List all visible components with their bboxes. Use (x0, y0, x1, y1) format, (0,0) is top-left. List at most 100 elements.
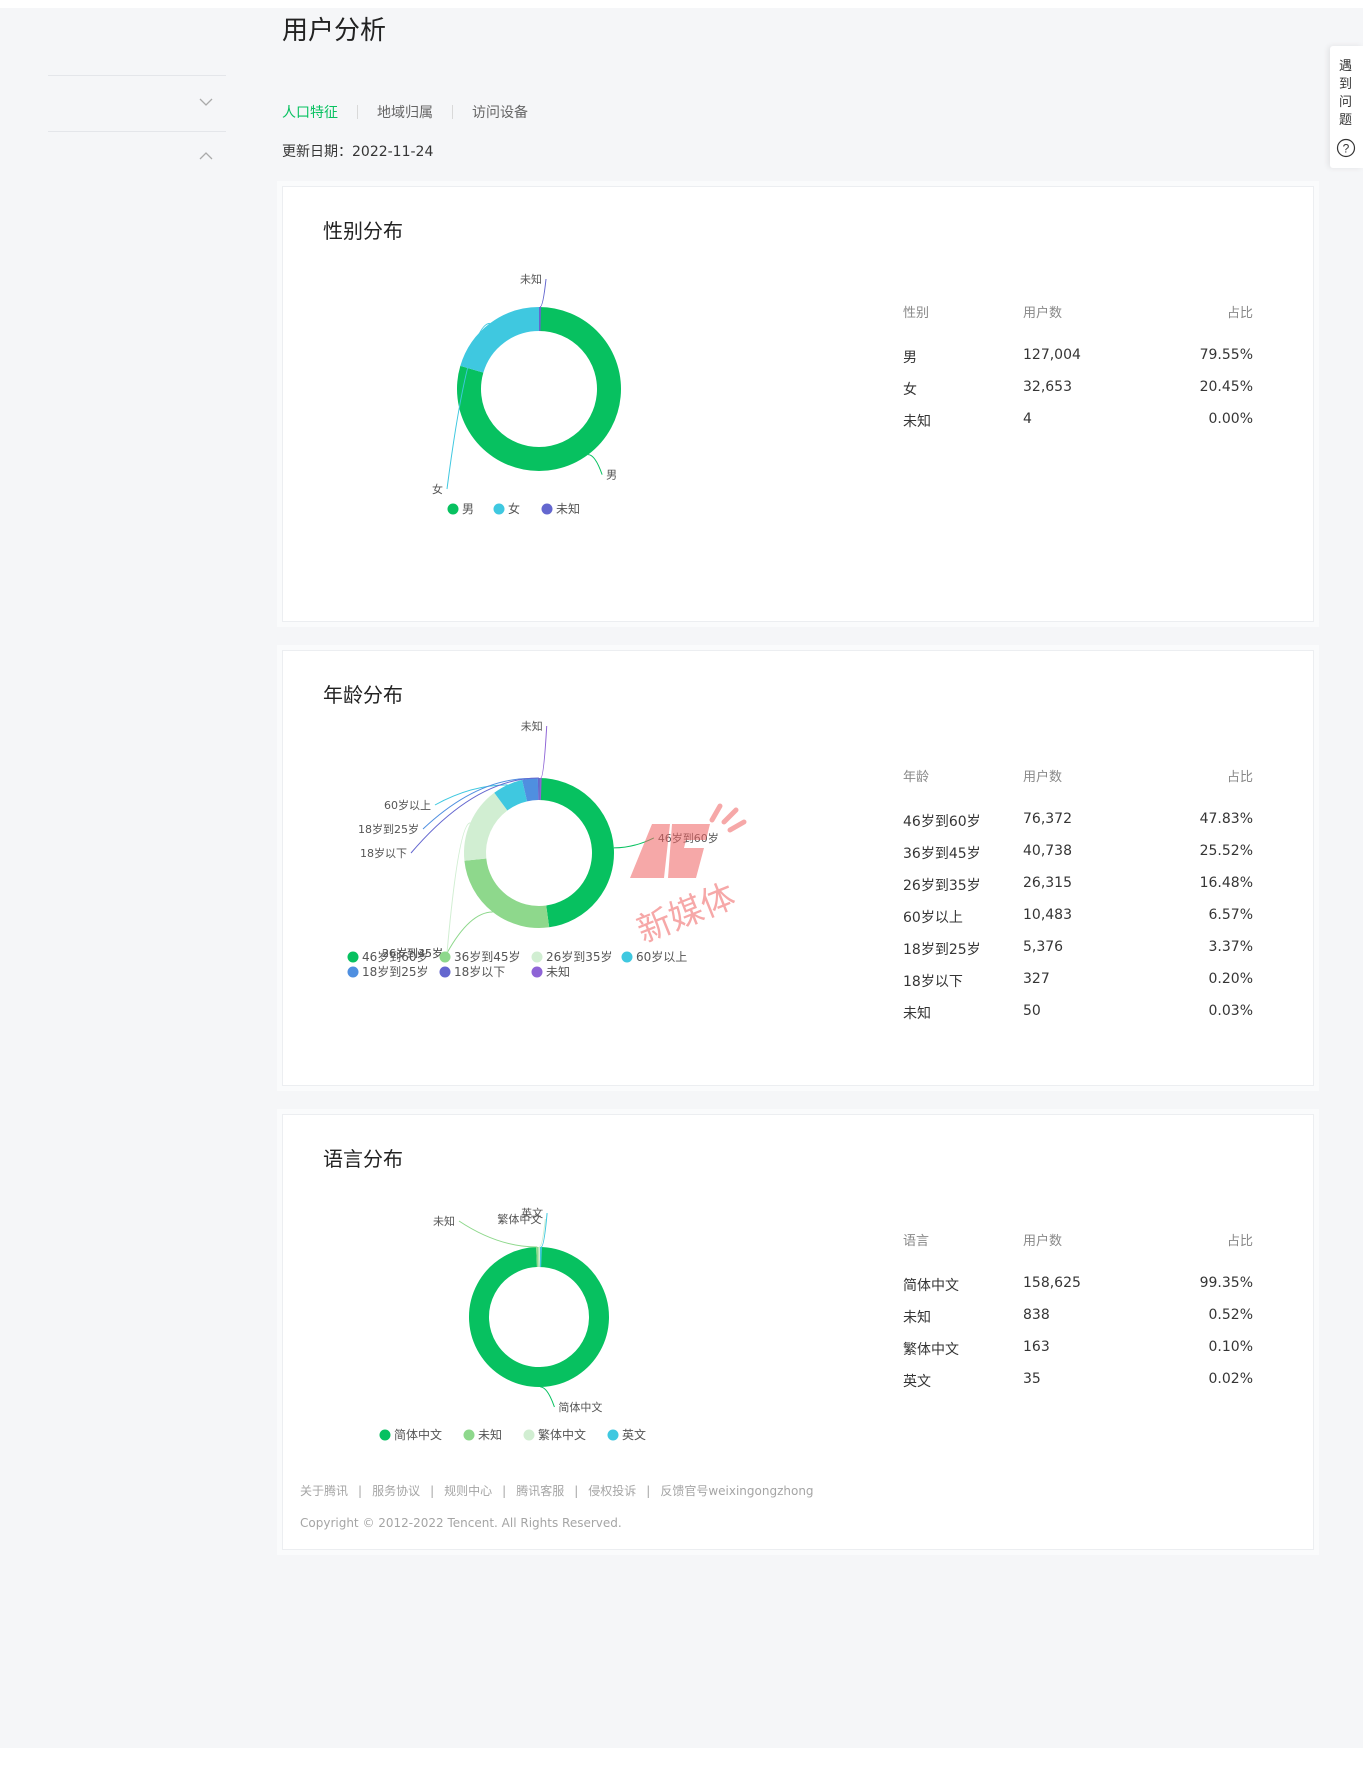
table-row: 未知 838 0.52% (903, 1307, 1253, 1339)
legend-label[interactable]: 18岁以下 (454, 964, 505, 979)
legend-label[interactable]: 未知 (546, 965, 570, 979)
legend-dot[interactable] (463, 1429, 475, 1441)
donut-slice[interactable] (464, 858, 550, 928)
legend-dot[interactable] (541, 503, 553, 515)
table-cell: 女 (903, 382, 917, 398)
slice-label: 18岁以下 (360, 846, 407, 860)
table-cell: 50 (1023, 1003, 1041, 1019)
legend-dot[interactable] (531, 951, 543, 963)
sidebar-divider (48, 75, 226, 76)
footer-link-feedback[interactable]: 反馈官号weixingongzhong (660, 1484, 814, 1498)
table-header: 性别 用户数 占比 (903, 302, 1253, 347)
table-cell: 25.52% (1199, 843, 1253, 859)
table-cell: 35 (1023, 1371, 1041, 1387)
footer-link-agreement[interactable]: 服务协议 (372, 1484, 421, 1498)
legend-label[interactable]: 繁体中文 (538, 1427, 586, 1442)
gender-table: 性别 用户数 占比 男 127,004 79.55% 女 32,653 20.4… (903, 302, 1253, 443)
leader-line (539, 278, 547, 308)
table-row: 未知 4 0.00% (903, 411, 1253, 443)
slice-label: 未知 (521, 719, 543, 733)
gender-donut-chart: 男女未知男女未知 (432, 272, 621, 516)
table-cell: 未知 (903, 1006, 931, 1022)
table-cell: 6.57% (1208, 907, 1253, 923)
donut-slice[interactable] (457, 307, 621, 471)
slice-label: 未知 (520, 272, 542, 286)
footer-link-about[interactable]: 关于腾讯 (300, 1484, 349, 1498)
tab-divider (452, 105, 453, 119)
table-cell: 英文 (903, 1374, 931, 1390)
table-cell: 未知 (903, 1310, 931, 1326)
column-header: 年龄 (903, 770, 930, 785)
legend-dot[interactable] (493, 503, 505, 515)
page-title: 用户分析 (282, 16, 387, 46)
donut-slice[interactable] (464, 792, 508, 861)
legend-dot[interactable] (621, 951, 633, 963)
footer-link-service[interactable]: 腾讯客服 (516, 1484, 565, 1498)
table-cell: 0.20% (1208, 971, 1253, 987)
chevron-up-icon[interactable] (198, 148, 214, 164)
tab-region[interactable]: 地域归属 (377, 105, 433, 121)
leader-line (446, 322, 490, 490)
donut-slice[interactable] (538, 778, 614, 928)
slice-label: 46岁到60岁 (658, 831, 719, 845)
chevron-down-icon[interactable] (198, 94, 214, 110)
legend-label[interactable]: 未知 (478, 1428, 502, 1442)
legend-label[interactable]: 简体中文 (394, 1427, 442, 1442)
legend-dot[interactable] (531, 966, 543, 978)
help-side-tab[interactable]: 遇到问题 ? (1330, 46, 1363, 168)
leader-line (588, 454, 603, 475)
legend-label[interactable]: 36岁到45岁 (454, 949, 521, 964)
legend-label[interactable]: 未知 (556, 502, 580, 516)
legend-label[interactable]: 男 (462, 502, 474, 516)
table-cell: 0.02% (1208, 1371, 1253, 1387)
table-row: 60岁以上 10,483 6.57% (903, 907, 1253, 939)
table-row: 18岁到25岁 5,376 3.37% (903, 939, 1253, 971)
legend-dot[interactable] (523, 1429, 535, 1441)
table-cell: 47.83% (1199, 811, 1253, 827)
donut-slice[interactable] (522, 778, 539, 802)
legend-label[interactable]: 46岁到60岁 (362, 949, 429, 964)
footer-link-rules[interactable]: 规则中心 (444, 1484, 493, 1498)
legend-label[interactable]: 26岁到35岁 (546, 949, 613, 964)
table-cell: 46岁到60岁 (903, 814, 981, 830)
slice-label: 简体中文 (558, 1400, 602, 1414)
table-cell: 36岁到45岁 (903, 846, 981, 862)
legend-dot[interactable] (379, 1429, 391, 1441)
table-row: 繁体中文 163 0.10% (903, 1339, 1253, 1371)
leader-line (410, 777, 539, 854)
table-row: 女 32,653 20.45% (903, 379, 1253, 411)
tab-device[interactable]: 访问设备 (472, 105, 528, 121)
update-date-label: 更新日期： (282, 144, 352, 160)
legend-label[interactable]: 英文 (622, 1427, 646, 1442)
footer-link-complaint[interactable]: 侵权投诉 (588, 1484, 637, 1498)
legend-dot[interactable] (347, 966, 359, 978)
leader-line (446, 911, 493, 954)
copyright: Copyright © 2012-2022 Tencent. All Right… (300, 1516, 622, 1530)
legend-dot[interactable] (439, 951, 451, 963)
table-cell: 16.48% (1199, 875, 1253, 891)
question-circle-icon: ? (1336, 138, 1356, 158)
column-header: 占比 (1226, 1234, 1253, 1249)
page-background: 用户分析 人口特征 地域归属 访问设备 更新日期：2022-11-24 性别分布… (0, 8, 1363, 1748)
donut-slice[interactable] (469, 1247, 609, 1387)
donut-slice[interactable] (460, 307, 540, 374)
legend-dot[interactable] (439, 966, 451, 978)
slice-label: 英文 (521, 1206, 543, 1220)
age-donut-chart: 46岁到60岁36岁到45岁26岁到35岁60岁以上18岁到25岁18岁以下未知… (347, 719, 719, 979)
legend-dot[interactable] (447, 503, 459, 515)
table-row: 18岁以下 327 0.20% (903, 971, 1253, 1003)
leader-line (540, 725, 548, 779)
legend-dot[interactable] (347, 951, 359, 963)
legend-label[interactable]: 60岁以上 (636, 949, 687, 964)
table-cell: 99.35% (1199, 1275, 1253, 1291)
column-header: 占比 (1226, 306, 1253, 321)
donut-slice[interactable] (494, 779, 528, 811)
legend-label[interactable]: 女 (508, 501, 520, 516)
legend-label[interactable]: 18岁到25岁 (362, 964, 429, 979)
table-cell: 0.10% (1208, 1339, 1253, 1355)
legend-dot[interactable] (607, 1429, 619, 1441)
footer-links: 关于腾讯 | 服务协议 | 规则中心 | 腾讯客服 | 侵权投诉 | 反馈官号weixin… (300, 1482, 814, 1499)
slice-label: 60岁以上 (384, 798, 431, 812)
tab-demographics[interactable]: 人口特征 (282, 105, 338, 121)
